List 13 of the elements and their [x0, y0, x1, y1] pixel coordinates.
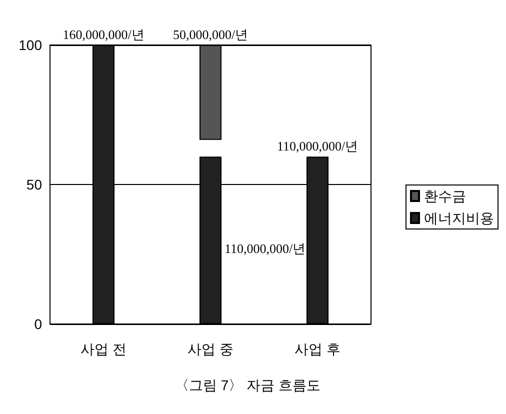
y-tick-label: 0 [34, 316, 42, 332]
annotation: 110,000,000/년 [276, 138, 358, 154]
annotation: 50,000,000/년 [172, 27, 248, 42]
x-tick-label: 사업 후 [294, 341, 340, 357]
annotation: 160,000,000/년 [62, 27, 144, 42]
legend-label: 에너지비용 [424, 210, 494, 226]
x-tick-label: 사업 전 [80, 341, 126, 357]
legend-label: 환수금 [424, 188, 466, 204]
y-tick-label: 50 [26, 176, 42, 192]
text: 〈그림 7〉 자금 흐름도 [175, 377, 320, 393]
y-tick-label: 100 [18, 37, 42, 53]
annotation: 110,000,000/년 [224, 241, 306, 256]
x-tick-label: 사업 중 [188, 341, 234, 357]
